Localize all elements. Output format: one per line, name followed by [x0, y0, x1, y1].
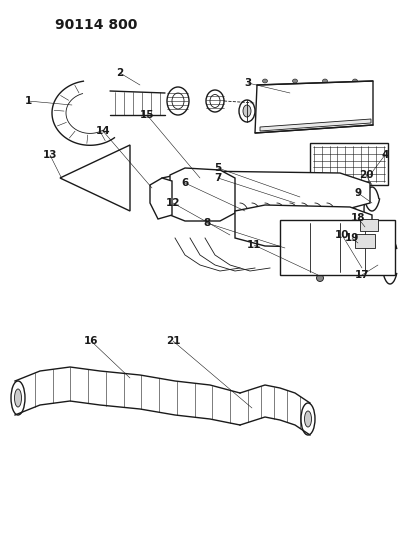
Text: 4: 4 [381, 150, 389, 160]
Ellipse shape [316, 274, 324, 281]
Text: 21: 21 [166, 336, 180, 346]
Ellipse shape [287, 209, 293, 213]
Ellipse shape [281, 238, 295, 258]
Text: 12: 12 [166, 198, 180, 208]
Ellipse shape [293, 79, 297, 83]
Ellipse shape [301, 403, 315, 435]
Ellipse shape [346, 251, 354, 259]
Ellipse shape [263, 79, 267, 83]
Ellipse shape [243, 105, 251, 117]
Text: 6: 6 [181, 178, 189, 188]
Ellipse shape [14, 389, 21, 407]
Ellipse shape [326, 199, 334, 206]
Ellipse shape [253, 207, 267, 215]
Text: 19: 19 [345, 233, 359, 243]
Text: 18: 18 [351, 213, 365, 223]
Ellipse shape [256, 209, 263, 213]
Polygon shape [155, 171, 370, 211]
Ellipse shape [304, 411, 312, 427]
Ellipse shape [306, 193, 314, 200]
Text: 90114 800: 90114 800 [55, 18, 137, 32]
Polygon shape [260, 119, 371, 131]
Text: 13: 13 [43, 150, 57, 160]
Text: 14: 14 [96, 126, 110, 136]
Ellipse shape [156, 190, 164, 200]
Text: 9: 9 [355, 188, 361, 198]
Ellipse shape [321, 251, 329, 259]
Ellipse shape [291, 207, 298, 214]
Ellipse shape [239, 100, 255, 122]
Ellipse shape [293, 98, 313, 124]
Ellipse shape [185, 175, 215, 211]
Text: 5: 5 [215, 163, 222, 173]
Ellipse shape [350, 98, 370, 124]
Text: 11: 11 [247, 240, 261, 250]
Ellipse shape [214, 179, 236, 207]
Ellipse shape [347, 209, 353, 213]
Text: 20: 20 [359, 170, 373, 180]
Ellipse shape [268, 104, 278, 117]
Ellipse shape [115, 174, 121, 182]
Ellipse shape [192, 183, 208, 203]
Polygon shape [235, 205, 372, 248]
Polygon shape [170, 168, 235, 221]
Polygon shape [255, 81, 373, 133]
Text: 15: 15 [140, 110, 154, 120]
Ellipse shape [316, 209, 324, 213]
Ellipse shape [298, 104, 308, 117]
Ellipse shape [219, 185, 231, 201]
Ellipse shape [263, 98, 283, 124]
Bar [355, 234, 375, 248]
Ellipse shape [343, 207, 357, 215]
Text: 17: 17 [355, 270, 369, 280]
Text: 2: 2 [116, 68, 124, 78]
Polygon shape [60, 145, 130, 211]
Text: 8: 8 [203, 218, 211, 228]
Ellipse shape [353, 79, 357, 83]
Ellipse shape [352, 267, 358, 273]
Ellipse shape [11, 381, 25, 415]
Text: 1: 1 [24, 96, 31, 106]
Text: 16: 16 [84, 336, 98, 346]
Ellipse shape [283, 207, 297, 215]
Ellipse shape [152, 185, 168, 205]
Polygon shape [150, 178, 172, 219]
Text: 3: 3 [244, 78, 252, 88]
Ellipse shape [366, 266, 374, 274]
Ellipse shape [323, 98, 343, 124]
Ellipse shape [322, 79, 328, 83]
Bar [280, 220, 395, 275]
Bar [360, 219, 378, 231]
Ellipse shape [285, 243, 291, 253]
Bar [310, 143, 388, 185]
Text: 10: 10 [335, 230, 349, 240]
Ellipse shape [328, 104, 338, 117]
Ellipse shape [355, 104, 365, 117]
Text: 7: 7 [214, 173, 222, 183]
Ellipse shape [313, 207, 327, 215]
